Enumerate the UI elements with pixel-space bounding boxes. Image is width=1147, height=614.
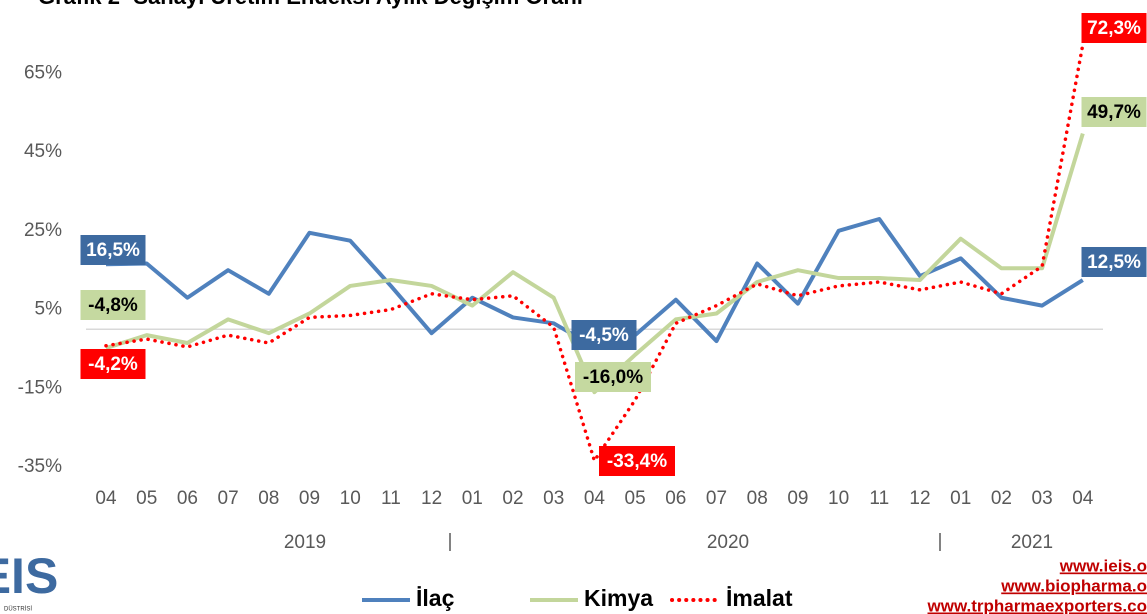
y-tick-label: -35%: [18, 456, 62, 477]
x-tick-label: 11: [869, 488, 889, 509]
x-tick-label: 10: [828, 488, 849, 509]
chart-title: Grafik 2- Sanayi Üretim Endeksi Aylık De…: [38, 0, 583, 9]
x-tick-label: 09: [299, 488, 320, 509]
year-label: 2021: [1011, 532, 1053, 553]
x-tick-label: 07: [706, 488, 727, 509]
y-tick-label: 5%: [35, 299, 63, 320]
y-tick-label: 25%: [24, 220, 62, 241]
x-tick-label: 05: [625, 488, 646, 509]
data-label: -4,2%: [88, 354, 138, 375]
data-label-box: [80, 235, 146, 265]
data-label-box: [1081, 247, 1147, 277]
data-label-box: [80, 349, 146, 379]
x-tick-label: 12: [421, 488, 442, 509]
x-tick-label: 04: [584, 488, 606, 509]
x-tick-label: 08: [258, 488, 279, 509]
x-tick-label: 01: [462, 488, 483, 509]
series-line: [104, 42, 1085, 463]
data-label-box: [1081, 13, 1147, 43]
year-label: 2019: [284, 532, 326, 553]
x-tick-label: 11: [381, 488, 401, 509]
data-label-box: [599, 446, 675, 476]
data-label-box: [575, 362, 651, 392]
data-label-box: [80, 290, 146, 320]
data-label: 49,7%: [1087, 102, 1141, 123]
x-tick-label: 12: [909, 488, 930, 509]
x-tick-label: 02: [991, 488, 1012, 509]
x-tick-label: 02: [502, 488, 523, 509]
year-label: 2020: [707, 532, 749, 553]
footer-link: www.ieis.o: [1059, 556, 1147, 575]
x-tick-label: 03: [543, 488, 564, 509]
data-label: -4,8%: [88, 295, 138, 316]
logo: EIS: [0, 548, 58, 604]
x-tick-label: 04: [95, 488, 117, 509]
data-label-box: [571, 320, 637, 350]
data-label: -4,5%: [579, 325, 629, 346]
x-tick-label: 08: [747, 488, 768, 509]
x-tick-label: 10: [340, 488, 361, 509]
x-tick-label: 05: [136, 488, 157, 509]
data-label: 72,3%: [1087, 18, 1141, 39]
data-label: -16,0%: [583, 367, 643, 388]
legend-label: İlaç: [416, 585, 455, 611]
data-label: -33,4%: [607, 451, 667, 472]
x-tick-label: 09: [787, 488, 808, 509]
x-tick-label: 07: [218, 488, 239, 509]
x-tick-label: 03: [1032, 488, 1053, 509]
footer-link: www.biopharma.o: [1000, 576, 1147, 595]
x-tick-label: 04: [1072, 488, 1094, 509]
legend-label: Kimya: [584, 585, 653, 611]
x-tick-label: 06: [665, 488, 686, 509]
x-tick-label: 01: [950, 488, 971, 509]
footer-link: www.trpharmaexporters.co: [927, 596, 1147, 614]
y-tick-label: 65%: [24, 62, 62, 83]
y-tick-label: 45%: [24, 141, 62, 162]
logo-caption: DÜSTRİSİ: [4, 606, 32, 613]
data-label-box: [1081, 97, 1147, 127]
series-line: [105, 133, 1085, 395]
y-tick-label: -15%: [18, 377, 62, 398]
data-label: 16,5%: [86, 240, 140, 261]
x-tick-label: 06: [177, 488, 198, 509]
data-label: 12,5%: [1087, 252, 1141, 273]
legend-label: İmalat: [726, 585, 793, 611]
